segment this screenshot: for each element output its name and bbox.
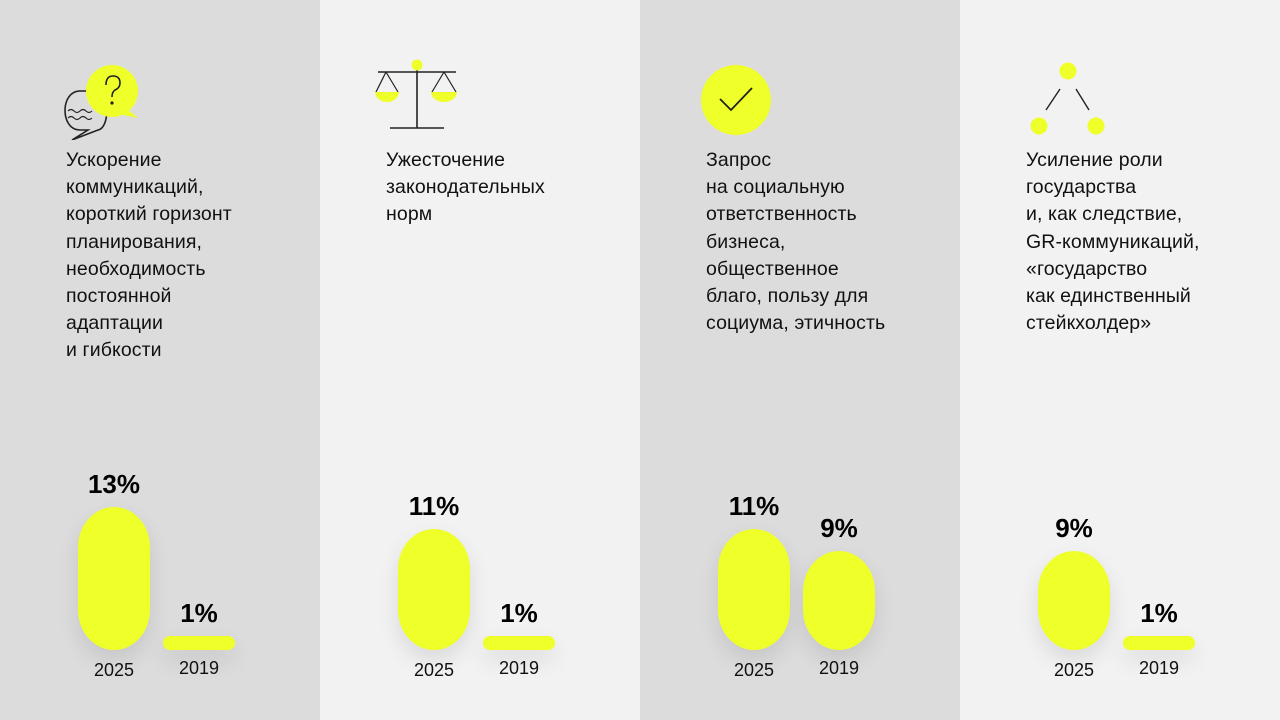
bar-2025-panel-1: [398, 529, 470, 650]
panel-1-description: Ужесточение законодательных норм: [386, 149, 545, 226]
year-label-2025-panel-1: 2025: [413, 660, 455, 680]
bar-2025-panel-0: [78, 507, 150, 650]
data-label-2019-panel-3: 1%: [1140, 598, 1178, 628]
bar-2025-panel-2: [718, 529, 790, 650]
scales-icon: [375, 59, 457, 129]
data-label-2025-panel-0: 13%: [87, 469, 141, 499]
panel-communications: Ускорение коммуникаций, короткий горизон…: [0, 0, 320, 720]
bar-2025-panel-3: [1038, 551, 1110, 650]
panel-3-description: Усиление роли государства и, как следств…: [1026, 149, 1200, 335]
data-label-2025-panel-3: 9%: [1055, 513, 1093, 543]
bar-2019-panel-0: [163, 636, 235, 650]
question-chat-bubbles-icon: [64, 65, 138, 140]
year-label-2019-panel-1: 2019: [498, 658, 540, 678]
panel-2-description: Запрос на социальную ответственность биз…: [706, 149, 886, 335]
data-label-2025-panel-2: 11%: [728, 491, 780, 521]
bar-2019-panel-2: [803, 551, 875, 650]
panel-0-description: Ускорение коммуникаций, короткий горизон…: [66, 149, 232, 362]
year-label-2019-panel-2: 2019: [818, 658, 860, 678]
year-label-2019-panel-3: 2019: [1138, 658, 1180, 678]
panel-legislation: Ужесточение законодательных норм 11% 2025…: [320, 0, 640, 720]
panel-state-role: Усиление роли государства и, как следств…: [960, 0, 1280, 720]
data-label-2019-panel-0: 1%: [180, 598, 218, 628]
data-label-2019-panel-1: 1%: [500, 598, 538, 628]
year-label-2025-panel-2: 2025: [733, 660, 775, 680]
panel-social-responsibility: Запрос на социальную ответственность биз…: [640, 0, 960, 720]
year-label-2025-panel-0: 2025: [93, 660, 135, 680]
data-label-2019-panel-2: 9%: [820, 513, 858, 543]
year-label-2025-panel-3: 2025: [1053, 660, 1095, 680]
hierarchy-nodes-icon: [1030, 62, 1105, 135]
bar-2019-panel-1: [483, 636, 555, 650]
data-label-2025-panel-1: 11%: [408, 491, 460, 521]
year-label-2019-panel-0: 2019: [178, 658, 220, 678]
checkmark-circle-icon: [701, 65, 771, 135]
bar-2019-panel-3: [1123, 636, 1195, 650]
